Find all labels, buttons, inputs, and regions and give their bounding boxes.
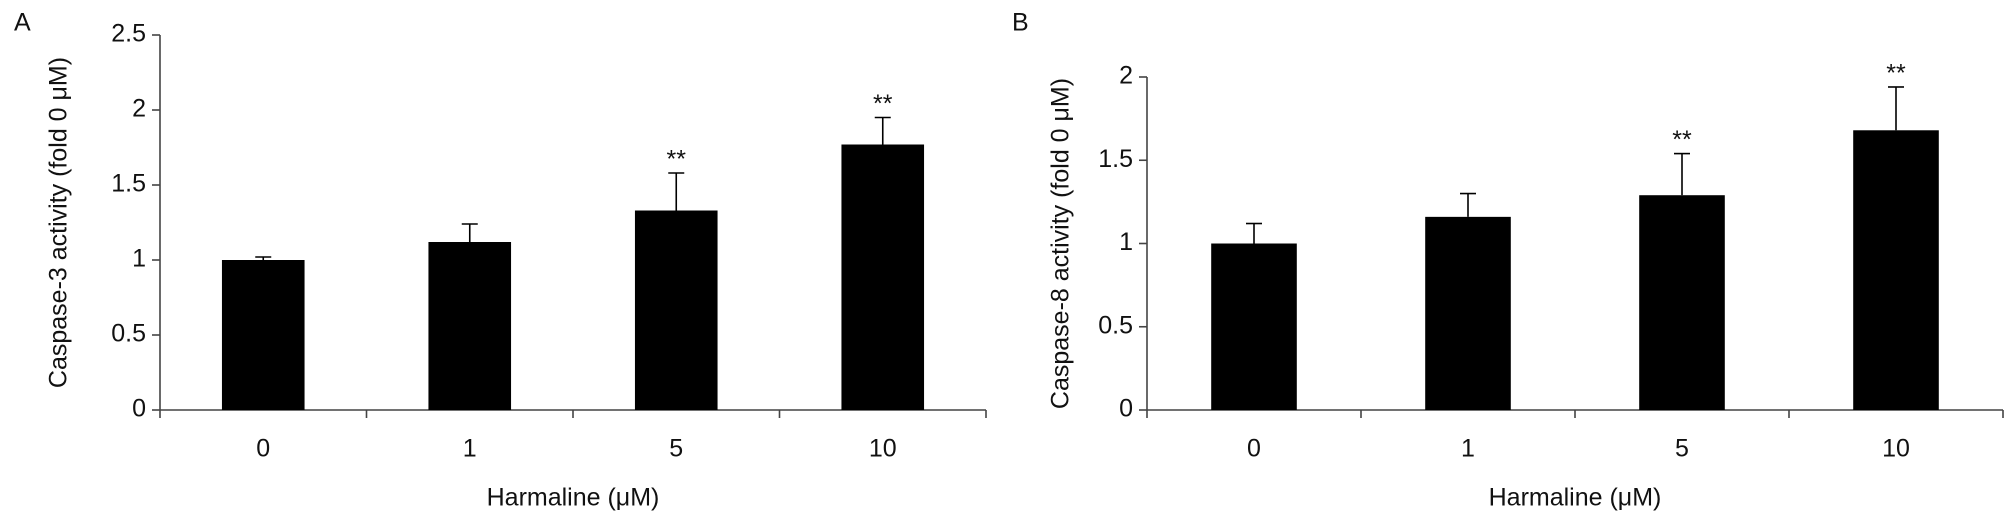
- bar: [428, 242, 512, 410]
- x-tick-label: 5: [669, 435, 683, 463]
- bar: [1853, 130, 1939, 410]
- significance-label: **: [873, 90, 893, 118]
- y-tick-label: 2: [1119, 62, 1133, 90]
- bar: [634, 210, 718, 410]
- y-tick-label: 0.5: [111, 320, 146, 348]
- x-tick-label: 10: [1882, 435, 1910, 463]
- y-tick-label: 2.5: [111, 20, 146, 48]
- y-tick-label: 0.5: [1098, 311, 1133, 339]
- x-tick-label: 0: [256, 435, 270, 463]
- y-tick-label: 1: [132, 245, 146, 273]
- significance-label: **: [667, 146, 687, 174]
- panel-label: B: [1012, 9, 1029, 37]
- bar: [1211, 243, 1297, 410]
- y-axis-label: Caspase-3 activity (fold 0 μM): [45, 57, 73, 388]
- significance-label: **: [1672, 126, 1692, 154]
- y-tick-label: 1.5: [111, 170, 146, 198]
- bar: [1425, 216, 1511, 410]
- bar: [841, 144, 925, 410]
- x-tick-label: 1: [463, 435, 477, 463]
- y-tick-label: 2: [132, 95, 146, 123]
- x-axis-label: Harmaline (μM): [487, 484, 660, 512]
- y-tick-label: 0: [1119, 395, 1133, 423]
- x-tick-label: 1: [1461, 435, 1475, 463]
- panel-label: A: [14, 9, 31, 37]
- x-tick-label: 0: [1247, 435, 1261, 463]
- x-tick-label: 10: [869, 435, 897, 463]
- significance-label: **: [1886, 60, 1906, 88]
- y-tick-label: 1.5: [1098, 145, 1133, 173]
- y-tick-label: 1: [1119, 228, 1133, 256]
- y-tick-label: 0: [132, 395, 146, 423]
- y-axis-label: Caspase-8 activity (fold 0 μM): [1047, 78, 1075, 409]
- bar: [221, 260, 305, 410]
- x-tick-label: 5: [1675, 435, 1689, 463]
- x-axis-label: Harmaline (μM): [1489, 484, 1662, 512]
- bar: [1639, 195, 1725, 410]
